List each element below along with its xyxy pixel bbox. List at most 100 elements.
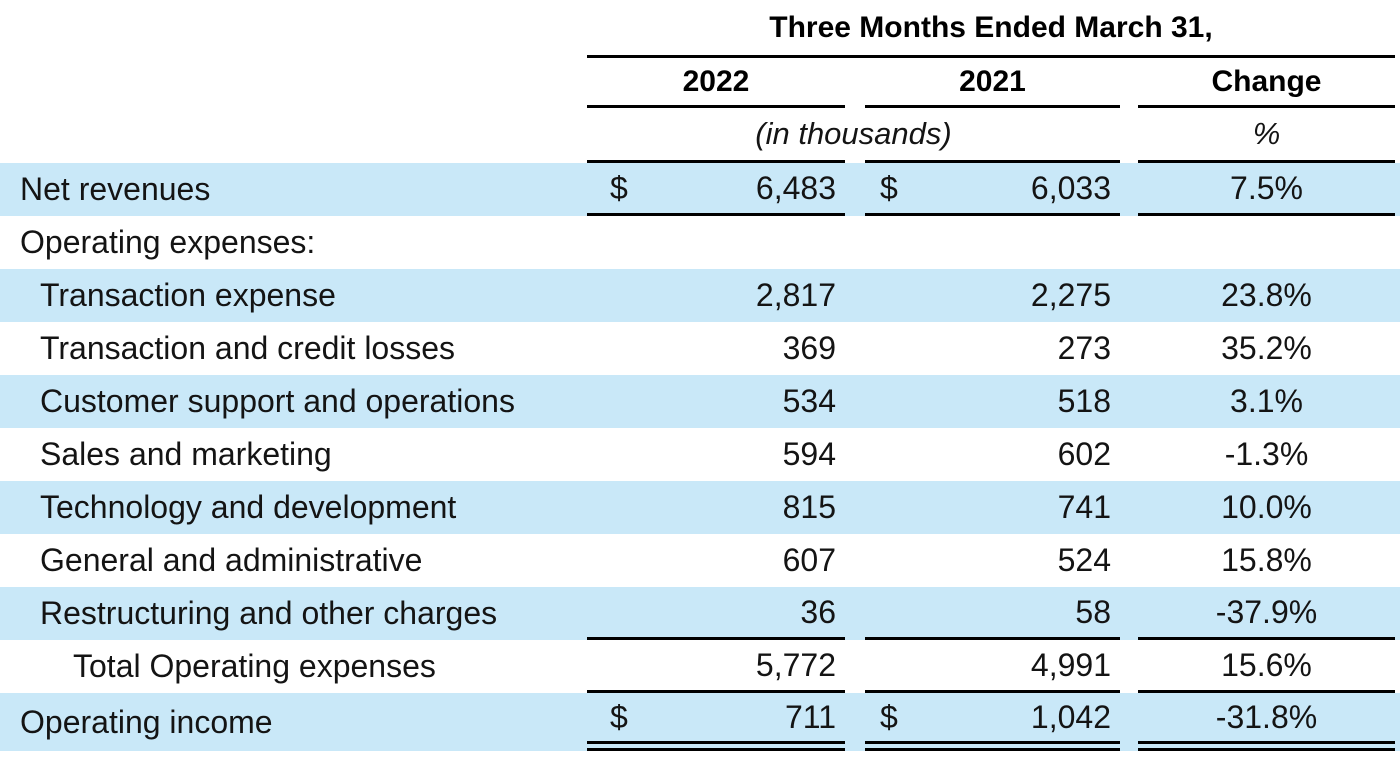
value-text: 741 xyxy=(1057,489,1111,525)
group-header: Three Months Ended March 31, xyxy=(587,0,1395,58)
units-label: (in thousands) xyxy=(755,116,952,151)
column-gap xyxy=(845,587,865,640)
right-margin xyxy=(1395,322,1400,375)
column-gap xyxy=(845,640,865,693)
row-label: Transaction and credit losses xyxy=(40,330,456,366)
value-2021: 524 xyxy=(865,534,1120,587)
column-gap xyxy=(845,216,865,269)
right-margin xyxy=(1395,428,1400,481)
row-label: Net revenues xyxy=(20,171,211,207)
column-gap xyxy=(845,481,865,534)
value-text: 607 xyxy=(782,542,836,578)
change-value: -31.8% xyxy=(1138,693,1395,751)
value-2021: 58 xyxy=(865,587,1120,640)
value-text: 602 xyxy=(1057,436,1111,472)
value-2021: 518 xyxy=(865,375,1120,428)
value-2022: 594 xyxy=(587,428,845,481)
table-row: Total Operating expenses 5,772 4,991 15.… xyxy=(0,640,1400,693)
row-label: Technology and development xyxy=(40,489,457,525)
table-row: Technology and development 815 741 10.0% xyxy=(0,481,1400,534)
table-row: Sales and marketing 594 602 -1.3% xyxy=(0,428,1400,481)
table-row: Customer support and operations 534 518 … xyxy=(0,375,1400,428)
units-underline-2021 xyxy=(865,108,1120,163)
change-value: 3.1% xyxy=(1230,383,1303,419)
currency-symbol: $ xyxy=(610,698,628,735)
table-header-years-row: 2022 2021 Change xyxy=(0,58,1400,108)
value-2022: 369 xyxy=(587,322,845,375)
value-2021 xyxy=(865,216,1120,269)
column-gap xyxy=(1120,375,1138,428)
currency-symbol: $ xyxy=(880,169,898,206)
value-2022: 2,817 xyxy=(587,269,845,322)
value-text: 6,483 xyxy=(755,169,836,206)
value-2022: 36 xyxy=(587,587,845,640)
column-gap xyxy=(845,163,865,216)
value-text: 36 xyxy=(800,593,836,630)
change-value: 7.5% xyxy=(1138,163,1395,216)
table-row: Operating expenses: xyxy=(0,216,1400,269)
value-2022: $ 711 xyxy=(587,693,845,751)
table-header-units-row: % (in thousands) xyxy=(0,108,1400,163)
change-value: -37.9% xyxy=(1138,587,1395,640)
column-gap xyxy=(1120,428,1138,481)
value-text: 518 xyxy=(1057,383,1111,419)
column-gap xyxy=(1120,587,1138,640)
empty-label-cell xyxy=(0,108,587,163)
value-text: 711 xyxy=(784,698,836,735)
table-row: General and administrative 607 524 15.8% xyxy=(0,534,1400,587)
table-row: Restructuring and other charges 36 58 -3… xyxy=(0,587,1400,640)
row-label: Operating expenses: xyxy=(20,224,316,260)
column-gap xyxy=(845,375,865,428)
value-text: 369 xyxy=(782,330,836,366)
column-gap xyxy=(1120,534,1138,587)
value-2021: 4,991 xyxy=(865,640,1120,693)
change-value: -1.3% xyxy=(1224,436,1309,472)
empty-label-cell xyxy=(0,58,587,108)
column-gap xyxy=(845,428,865,481)
column-header-2022: 2022 xyxy=(587,58,845,108)
table-row: Net revenues $ 6,483 $ 6,033 7.5% xyxy=(0,163,1400,216)
value-text: 2,817 xyxy=(755,277,836,313)
column-gap xyxy=(845,58,865,108)
value-2022: $ 6,483 xyxy=(587,163,845,216)
column-gap xyxy=(845,693,865,751)
row-label: Restructuring and other charges xyxy=(40,595,498,631)
table-row: Operating income $ 711 $ 1,042 -31.8% xyxy=(0,693,1400,751)
column-gap xyxy=(1120,163,1138,216)
right-margin xyxy=(1395,693,1400,751)
value-text: 534 xyxy=(782,383,836,419)
value-2022: 607 xyxy=(587,534,845,587)
units-underline-2022 xyxy=(587,108,845,163)
currency-symbol: $ xyxy=(880,698,898,735)
value-2022: 815 xyxy=(587,481,845,534)
value-2022 xyxy=(587,216,845,269)
right-margin xyxy=(1395,534,1400,587)
change-value: 15.6% xyxy=(1138,640,1395,693)
right-margin xyxy=(1395,58,1400,108)
value-text: 4,991 xyxy=(1030,646,1111,683)
row-label: Operating income xyxy=(20,703,273,740)
value-2021: 741 xyxy=(865,481,1120,534)
value-text: 594 xyxy=(782,436,836,472)
column-gap xyxy=(1120,481,1138,534)
right-margin xyxy=(1395,163,1400,216)
row-label: Sales and marketing xyxy=(40,436,332,472)
empty-label-cell xyxy=(0,0,587,58)
row-label: Total Operating expenses xyxy=(73,648,436,684)
value-2021: $ 1,042 xyxy=(865,693,1120,751)
row-label: General and administrative xyxy=(40,542,423,578)
value-2021: 273 xyxy=(865,322,1120,375)
table-row: Transaction and credit losses 369 273 35… xyxy=(0,322,1400,375)
column-gap xyxy=(1120,269,1138,322)
right-margin xyxy=(1395,108,1400,163)
value-2021: 602 xyxy=(865,428,1120,481)
value-2022: 534 xyxy=(587,375,845,428)
right-margin xyxy=(1395,269,1400,322)
column-gap xyxy=(1120,640,1138,693)
value-text: 6,033 xyxy=(1030,169,1111,206)
column-gap xyxy=(1120,216,1138,269)
right-margin xyxy=(1395,375,1400,428)
percent-header: % xyxy=(1138,108,1395,163)
column-header-2021: 2021 xyxy=(865,58,1120,108)
row-label: Transaction expense xyxy=(40,277,336,313)
